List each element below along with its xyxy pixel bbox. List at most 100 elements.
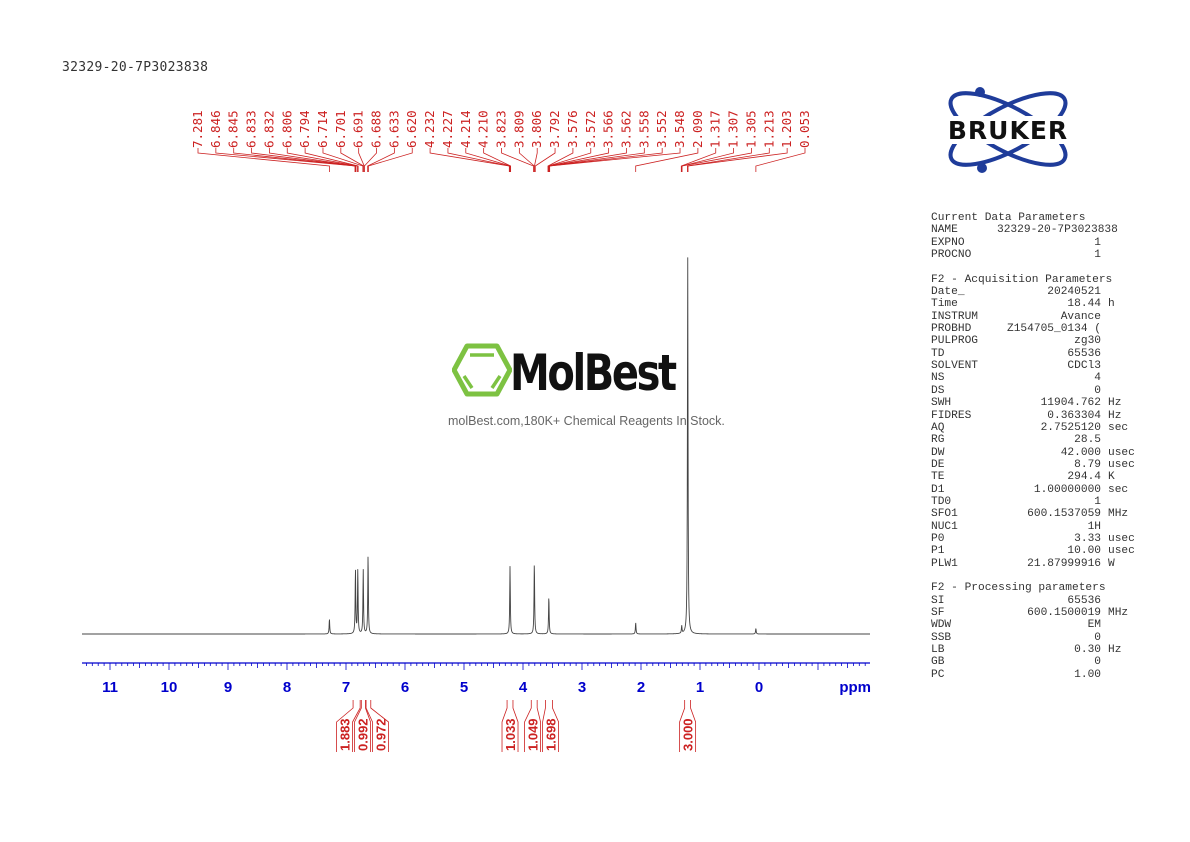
- peak-label: 1.305: [743, 110, 758, 148]
- peak-label: 7.281: [190, 110, 205, 148]
- parameter-key: SWH: [931, 397, 952, 410]
- parameter-value: 0: [1094, 631, 1101, 644]
- parameter-key: Time: [931, 298, 958, 311]
- tick-label: 11: [102, 679, 118, 696]
- integral-bracket: [524, 700, 541, 752]
- parameter-key: TD: [931, 347, 945, 360]
- spectrum-trace: [82, 257, 870, 635]
- parameter-row: TE 294.4 K: [931, 471, 1135, 483]
- peak-label: 0.053: [797, 110, 812, 148]
- parameter-row: DS 0: [931, 385, 1135, 397]
- parameter-key: RG: [931, 434, 945, 447]
- parameter-row: FIDRES 0.363304 Hz: [931, 410, 1135, 422]
- integral-value: 1.883: [338, 718, 353, 751]
- peak-label: 1.317: [708, 110, 723, 148]
- integral-bracket: [354, 700, 371, 752]
- parameter-section-title: Current Data Parameters: [931, 212, 1086, 224]
- parameter-row: RG 28.5: [931, 434, 1135, 446]
- parameter-unit: [1101, 237, 1108, 249]
- peak-label: 4.210: [476, 110, 491, 148]
- peak-labels: 7.281 6.846 6.845 6.833 6.832 6.806 6.794 6.714…: [190, 110, 812, 172]
- bruker-text: BRUKER: [948, 116, 1068, 145]
- parameter-value: 4: [1094, 372, 1101, 385]
- parameter-value: Z154705_0134 (: [1007, 323, 1101, 336]
- peak-label-connector: [549, 148, 681, 172]
- parameter-row: Time 18.44 h: [931, 298, 1135, 310]
- parameter-value: EM: [1087, 619, 1101, 632]
- peak-label-connector: [548, 148, 627, 172]
- peak-label: 1.203: [779, 110, 794, 148]
- parameter-row: INSTRUM Avance: [931, 311, 1135, 323]
- parameter-row: PC 1.00: [931, 669, 1135, 681]
- integral-value: 1.698: [544, 718, 559, 751]
- parameter-value: 65536: [1067, 594, 1101, 607]
- parameter-row: Date_ 20240521: [931, 286, 1135, 298]
- parameter-key: D1: [931, 483, 945, 496]
- peak-label-connector: [534, 148, 538, 172]
- parameter-key: NAME: [931, 224, 958, 237]
- peak-label: 1.307: [726, 110, 741, 148]
- integral-bracket: [365, 700, 389, 752]
- peak-label-connector: [368, 148, 413, 172]
- parameter-value: 3.33: [1074, 532, 1101, 545]
- parameter-unit: MHz: [1108, 508, 1129, 521]
- parameter-unit: [1101, 286, 1108, 298]
- tick-label: 8: [283, 679, 291, 696]
- peak-label: 4.232: [422, 110, 437, 148]
- parameter-value: 1H: [1087, 520, 1101, 533]
- tick-label: 3: [578, 679, 586, 696]
- parameter-unit: [1101, 335, 1108, 347]
- peak-label-connector: [534, 148, 556, 172]
- peak-label: 6.701: [333, 110, 348, 148]
- parameter-key: NS: [931, 372, 945, 385]
- parameter-value: CDCl3: [1067, 360, 1101, 373]
- parameter-value: Avance: [1060, 310, 1101, 323]
- parameter-unit: [1101, 521, 1108, 533]
- parameter-row: SOLVENT CDCl3: [931, 360, 1135, 372]
- parameter-key: DE: [931, 458, 945, 471]
- peak-label: 6.845: [226, 110, 241, 148]
- peak-label-connector: [518, 148, 535, 172]
- parameter-row: SFO1 600.1537059 MHz: [931, 508, 1135, 520]
- parameter-unit: usec: [1108, 446, 1135, 459]
- peak-label: 6.714: [315, 110, 330, 148]
- parameter-unit: W: [1108, 557, 1115, 570]
- peak-label-connector: [681, 148, 752, 172]
- peak-label: 3.562: [618, 110, 633, 148]
- parameter-value: 20240521: [1047, 286, 1101, 299]
- parameter-unit: [1101, 619, 1108, 631]
- parameter-unit: K: [1108, 471, 1115, 484]
- parameter-unit: [1101, 656, 1108, 668]
- parameter-unit: h: [1108, 298, 1115, 311]
- parameter-row: P1 10.00 usec: [931, 545, 1135, 557]
- parameter-value: 0.30: [1074, 644, 1101, 657]
- section-gap: [931, 261, 1135, 273]
- peak-label-connector: [501, 148, 534, 172]
- parameter-unit: [1118, 224, 1125, 236]
- parameter-value: 1: [1094, 249, 1101, 262]
- peak-label: 6.691: [351, 110, 366, 148]
- integral-value: 0.992: [356, 718, 371, 751]
- parameter-row: NUC1 1H: [931, 521, 1135, 533]
- parameter-value: 11904.762: [1040, 397, 1101, 410]
- peak-label: 3.823: [494, 110, 509, 148]
- parameter-key: LB: [931, 644, 945, 657]
- parameter-row: WDW EM: [931, 619, 1135, 631]
- peak-label-connector: [197, 148, 330, 172]
- peak-label-connector: [322, 148, 364, 172]
- parameter-unit: [1101, 311, 1108, 323]
- parameter-key: P1: [931, 545, 945, 558]
- parameter-key: SSB: [931, 631, 952, 644]
- parameter-key: INSTRUM: [931, 310, 978, 323]
- peak-label-connector: [755, 148, 806, 172]
- parameter-unit: [1101, 348, 1108, 360]
- peak-label: 3.809: [511, 110, 526, 148]
- parameter-unit: Hz: [1108, 409, 1122, 422]
- parameter-value: 294.4: [1067, 471, 1101, 484]
- peak-label-connector: [233, 148, 356, 172]
- parameter-section-title: F2 - Acquisition Parameters: [931, 273, 1113, 286]
- peak-label: 4.227: [440, 110, 455, 148]
- parameter-key: SI: [931, 594, 945, 607]
- peak-label: 1.213: [761, 110, 776, 148]
- tick-label: 7: [342, 679, 350, 696]
